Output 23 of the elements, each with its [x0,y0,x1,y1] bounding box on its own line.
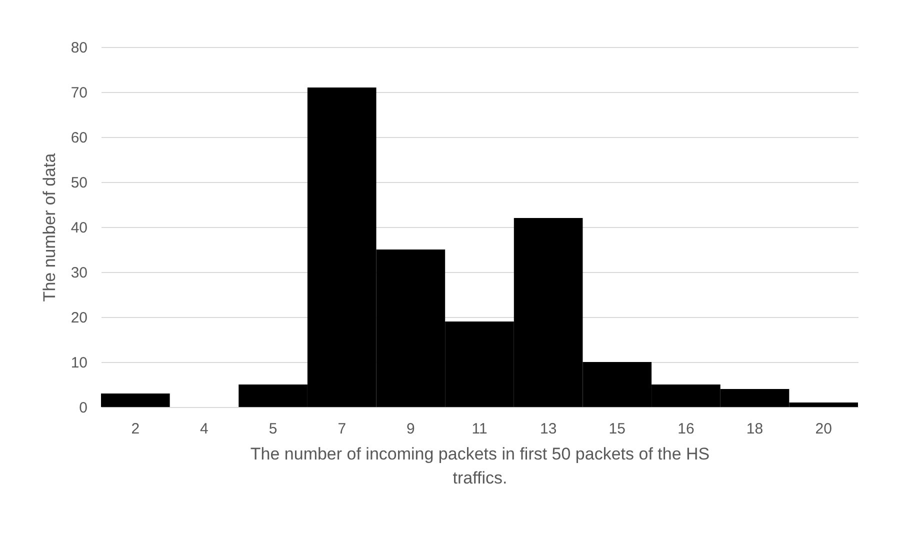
bar [101,394,170,407]
y-tick-label: 60 [70,130,88,146]
x-tick-label: 11 [472,420,488,438]
y-tick-label: 50 [70,174,88,192]
x-tick-label: 4 [200,420,208,438]
x-tick-label: 15 [608,420,626,438]
x-tick-label: 16 [678,420,694,438]
x-tick-label: 7 [338,420,346,438]
x-tick-label: 9 [406,420,415,438]
y-tick-label: 70 [70,84,88,102]
y-tick-label: 0 [79,400,88,416]
y-tick-label: 80 [70,40,88,56]
x-tick-label: 18 [746,420,764,438]
x-axis-title: The number of incoming packets in first 50 packets of the HS traffics. [250,444,710,488]
y-tick-label: 40 [70,220,88,236]
y-tick-label: 30 [70,264,88,282]
x-tick-label: 2 [131,420,140,438]
x-tick-label: 20 [815,420,832,438]
y-tick-label: 10 [70,354,88,372]
x-tick-label: 13 [540,420,557,438]
x-tick-label: 5 [268,420,278,438]
y-axis-title: The number of data [40,152,59,302]
y-tick-label: 20 [70,310,88,326]
